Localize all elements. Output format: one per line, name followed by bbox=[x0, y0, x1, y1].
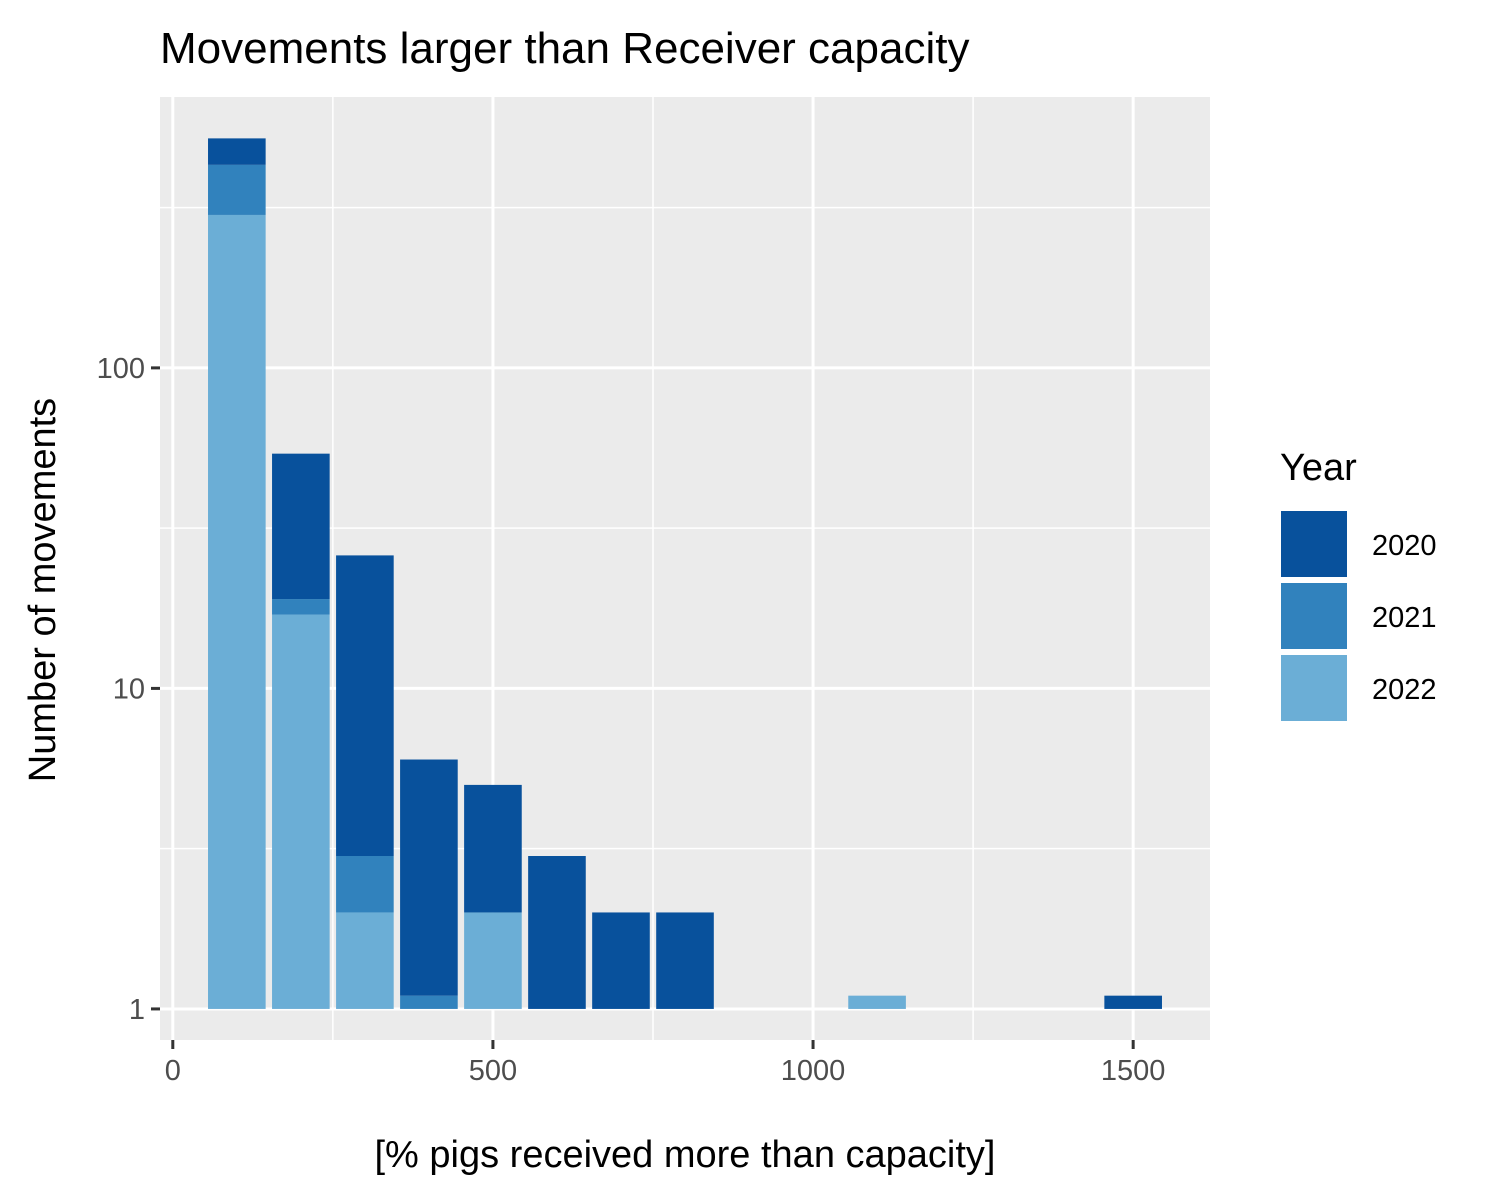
plot-panel bbox=[160, 97, 1210, 1040]
bar-100-2021 bbox=[208, 164, 266, 215]
x-tick-label: 1000 bbox=[781, 1055, 846, 1087]
bar-100-2020 bbox=[208, 138, 266, 165]
bar-200-2020 bbox=[272, 453, 330, 600]
bar-1100-2022 bbox=[848, 995, 906, 1009]
x-tick-label: 500 bbox=[469, 1055, 517, 1087]
x-tick-label: 0 bbox=[165, 1055, 181, 1087]
bar-400-2020 bbox=[400, 759, 458, 996]
y-axis-title: Number of movements bbox=[22, 398, 64, 782]
bar-500-2020 bbox=[464, 784, 522, 913]
axes-layer: 0 500 1000 1500 1 10 100 bbox=[97, 353, 1166, 1087]
bar-400-2021 bbox=[400, 995, 458, 1009]
bar-700-2020 bbox=[592, 912, 650, 1009]
bar-800-2020 bbox=[656, 912, 714, 1009]
legend: Year 2020 2021 2022 bbox=[1279, 447, 1437, 723]
bar-200-2022 bbox=[272, 614, 330, 1009]
bar-500-2022 bbox=[464, 912, 522, 1009]
legend-label-2022: 2022 bbox=[1372, 674, 1437, 706]
bars-layer bbox=[208, 138, 1162, 1009]
legend-title: Year bbox=[1280, 447, 1357, 489]
x-tick-label: 1500 bbox=[1101, 1055, 1166, 1087]
legend-key-2021 bbox=[1279, 581, 1349, 651]
bar-100-2022 bbox=[208, 214, 266, 1009]
y-tick-label: 10 bbox=[113, 673, 145, 705]
legend-label-2020: 2020 bbox=[1372, 530, 1437, 562]
x-axis-title: [% pigs received more than capacity] bbox=[375, 1134, 996, 1176]
bar-300-2020 bbox=[336, 555, 394, 857]
bar-1500-2020 bbox=[1104, 995, 1162, 1009]
y-tick-label: 100 bbox=[97, 353, 145, 385]
chart-title: Movements larger than Receiver capacity bbox=[160, 24, 969, 73]
bar-300-2022 bbox=[336, 912, 394, 1009]
bar-600-2020 bbox=[528, 856, 586, 1009]
legend-key-2020 bbox=[1279, 509, 1349, 579]
bar-300-2021 bbox=[336, 856, 394, 913]
legend-label-2021: 2021 bbox=[1372, 602, 1437, 634]
bar-200-2021 bbox=[272, 599, 330, 615]
legend-key-2022 bbox=[1279, 653, 1349, 723]
y-tick-label: 1 bbox=[129, 994, 145, 1026]
